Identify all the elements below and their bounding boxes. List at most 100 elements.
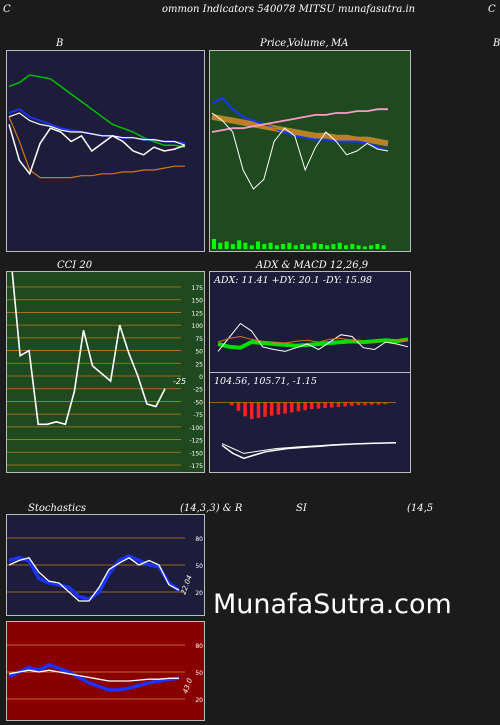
macd-histogram-bar bbox=[290, 402, 294, 413]
macd-histogram-bar bbox=[330, 402, 334, 408]
macd-histogram-bar bbox=[250, 402, 254, 419]
cci-tick-label: 0 bbox=[199, 374, 203, 381]
volume-bar bbox=[306, 245, 311, 250]
price-title-b: Volume, bbox=[288, 38, 329, 49]
macd-histogram-bar bbox=[336, 402, 341, 407]
macd-series-line bbox=[221, 442, 397, 454]
stochastics-series-line bbox=[8, 557, 180, 602]
price-right-letter: B bbox=[493, 38, 500, 49]
macd-histogram-bar bbox=[270, 402, 274, 416]
macd-histogram-bar bbox=[236, 402, 241, 411]
macd-histogram-bar bbox=[343, 402, 347, 407]
stochastics-series-line bbox=[8, 554, 181, 602]
adx-panel: ADX: 11.41 +DY: 20.1 -DY: 15.98 bbox=[209, 271, 411, 373]
bollinger-series-line bbox=[8, 112, 186, 146]
bollinger-series-line bbox=[8, 74, 186, 148]
macd-series-line bbox=[221, 441, 397, 460]
adx-series-line bbox=[217, 335, 409, 344]
macd-histogram-bar bbox=[383, 402, 387, 405]
macd-histogram-bar bbox=[263, 402, 267, 417]
macd-chart bbox=[210, 402, 397, 460]
stochastics-tick-label: 50 bbox=[195, 563, 203, 570]
cci-tick-label: -50 bbox=[193, 399, 203, 406]
adx-series-line bbox=[217, 322, 409, 352]
cci-title: CCI 20 bbox=[57, 260, 93, 271]
header-right-letter: C bbox=[488, 4, 496, 15]
adx-chart bbox=[217, 322, 409, 352]
price_volume_ma-series-line bbox=[211, 112, 389, 190]
macd-histogram-bar bbox=[363, 402, 367, 406]
volume-bar bbox=[362, 246, 367, 249]
rsi-panel: 80 50 20 43.0 bbox=[6, 621, 205, 721]
macd-histogram-bar bbox=[376, 402, 381, 405]
rsi-title: SI bbox=[296, 503, 307, 514]
macd-histogram-bar bbox=[323, 402, 327, 408]
rsi-tick-label: 20 bbox=[195, 697, 203, 704]
volume-bar bbox=[381, 245, 386, 250]
macd-histogram-bar bbox=[283, 402, 287, 414]
volume-bar bbox=[249, 245, 254, 250]
macd-histogram-bar bbox=[310, 402, 314, 410]
cci-series-line bbox=[11, 272, 166, 426]
page-title: ommon Indicators 540078 MITSU munafasutr… bbox=[162, 4, 416, 15]
cci-tick-label: 25 bbox=[195, 361, 203, 368]
cci-tick-label: -25 bbox=[193, 387, 203, 394]
bollinger-series-line bbox=[8, 124, 186, 176]
macd-histogram-bar bbox=[370, 402, 374, 405]
bollinger-panel bbox=[6, 50, 205, 252]
volume-bar bbox=[237, 240, 242, 250]
bollinger-series-line bbox=[8, 116, 185, 179]
macd-histogram-bar bbox=[230, 402, 234, 406]
stochastics-params: (14,3,3) & R bbox=[180, 503, 243, 514]
cci-tick-label: -125 bbox=[189, 438, 203, 445]
header-left-letter: C bbox=[3, 4, 11, 15]
price-title-c: MA bbox=[331, 38, 349, 49]
adx-values: ADX: 11.41 +DY: 20.1 -DY: 15.98 bbox=[214, 275, 373, 286]
volume-bar bbox=[256, 241, 260, 249]
cci-current-label: -25 bbox=[173, 377, 186, 386]
stochastics-panel: 80 50 20 22.04 bbox=[6, 514, 205, 616]
cci-tick-label: 150 bbox=[192, 298, 204, 305]
volume-bar bbox=[350, 244, 355, 249]
macd-histogram-bar bbox=[296, 402, 301, 412]
volume-bar bbox=[262, 244, 267, 249]
macd-panel: 104.56, 105.71, -1.15 bbox=[209, 372, 411, 473]
volume-bar bbox=[300, 244, 304, 249]
volume-bar bbox=[337, 242, 342, 250]
stochastics-tick-label: 80 bbox=[195, 536, 203, 543]
rsi-tick-label: 50 bbox=[195, 670, 203, 677]
cci-tick-label: 50 bbox=[195, 349, 203, 356]
bollinger-title: B bbox=[56, 38, 64, 49]
price-title-a: Price, bbox=[260, 38, 290, 49]
price_volume_ma-series-line bbox=[211, 116, 389, 145]
macd-histogram-bar bbox=[350, 402, 354, 406]
volume-bar bbox=[318, 244, 323, 249]
bollinger-series-line bbox=[8, 108, 186, 145]
volume-bar bbox=[218, 242, 223, 250]
macd-histogram-bar bbox=[256, 402, 261, 418]
macd-histogram-bar bbox=[316, 402, 321, 409]
volume-bar bbox=[281, 244, 286, 249]
volume-bar bbox=[344, 245, 348, 250]
stochastics-current-label: 22.04 bbox=[179, 574, 193, 596]
volume-bar bbox=[230, 244, 235, 249]
volume-bar bbox=[243, 242, 248, 250]
cci-panel: 175 150 125 100 75 50 25 0 -25 -50 -75 -100 -125 -150… bbox=[6, 271, 205, 473]
brand-watermark: MunafaSutra.com bbox=[213, 589, 452, 620]
macd-histogram-bar bbox=[356, 402, 361, 406]
rsi-params: (14,5 bbox=[407, 503, 434, 514]
volume-bar bbox=[287, 242, 292, 250]
cci-tick-label: -75 bbox=[193, 412, 203, 419]
volume-bar bbox=[331, 244, 336, 249]
volume-bar bbox=[356, 245, 361, 250]
volume-bar bbox=[212, 239, 216, 249]
macd-histogram-bar bbox=[303, 402, 307, 411]
cci-tick-label: 75 bbox=[195, 336, 203, 343]
rsi-series-line bbox=[8, 669, 179, 682]
cci-tick-label: 100 bbox=[192, 323, 204, 330]
adx-series-line bbox=[217, 337, 409, 350]
price-chart bbox=[211, 96, 389, 250]
macd-values: 104.56, 105.71, -1.15 bbox=[214, 376, 317, 387]
